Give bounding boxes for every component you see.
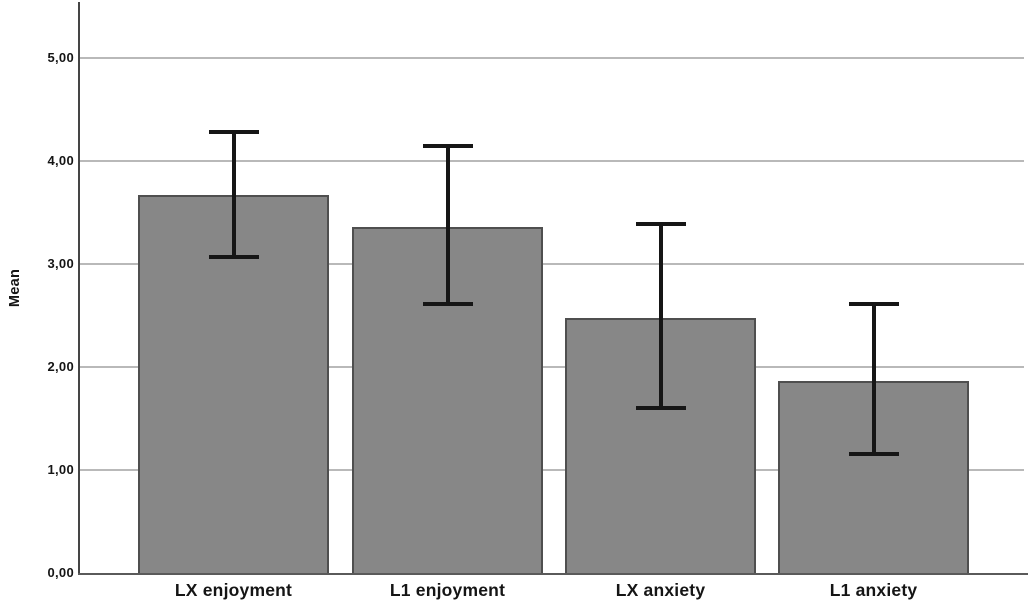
error-bar-cap-lower: [208, 254, 259, 259]
error-bar-stem: [871, 304, 876, 454]
x-category-label: L1 anxiety: [829, 580, 918, 600]
bar: [138, 194, 329, 573]
y-tick-label: 3,00: [47, 256, 74, 271]
error-bar-cap-lower: [422, 302, 473, 307]
error-bar-cap-upper: [208, 130, 259, 135]
gridline: [80, 263, 1024, 265]
gridline: [80, 160, 1024, 162]
y-tick-label: 4,00: [47, 153, 74, 168]
error-bar-stem: [445, 145, 450, 305]
error-bar-stem: [658, 223, 663, 409]
x-category-label: LX anxiety: [615, 580, 706, 600]
y-tick-label: 0,00: [47, 565, 74, 580]
gridline: [80, 57, 1024, 59]
x-category-label: LX enjoyment: [174, 580, 293, 600]
y-axis-line: [78, 2, 80, 575]
y-tick-label: 2,00: [47, 359, 74, 374]
y-axis-title: Mean: [7, 268, 23, 307]
error-bar-stem: [231, 132, 236, 257]
y-tick-label: 1,00: [47, 462, 74, 477]
error-bar-cap-upper: [848, 302, 899, 307]
gridline: [80, 366, 1024, 368]
gridline: [80, 469, 1024, 471]
x-axis-line: [78, 573, 1028, 575]
error-bar-cap-upper: [635, 221, 686, 226]
x-category-label: L1 enjoyment: [389, 580, 506, 600]
error-bar-cap-lower: [848, 451, 899, 456]
error-bar-cap-upper: [422, 143, 473, 148]
error-bar-cap-lower: [635, 406, 686, 411]
y-tick-label: 5,00: [47, 50, 74, 65]
